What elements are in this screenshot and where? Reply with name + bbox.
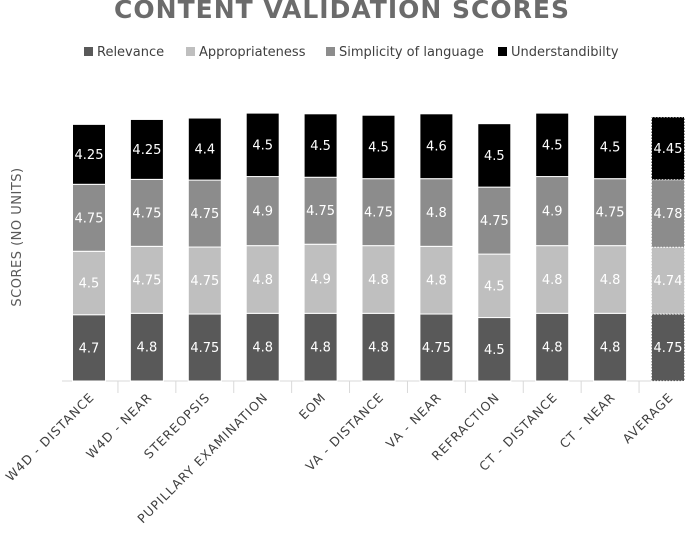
data-label: 4.6 [426, 140, 447, 155]
bar-segment [303, 312, 338, 382]
data-label: 4.75 [596, 206, 625, 221]
bar-segment [419, 178, 454, 247]
data-label: 4.75 [364, 206, 393, 221]
bar-segment [245, 312, 280, 382]
legend-swatch-0 [84, 47, 93, 56]
legend-label-2: Simplicity of language [339, 45, 484, 60]
data-label: 4.75 [190, 207, 219, 222]
bar-segment [477, 253, 512, 319]
bar-segment [651, 116, 685, 181]
bar-segment [129, 245, 164, 314]
data-label: 4.5 [484, 343, 505, 358]
bar-segment [72, 314, 106, 382]
bar-segment [477, 186, 512, 255]
data-label: 4.75 [132, 273, 161, 288]
legend: Relevance Appropriateness Simplicity of la… [84, 45, 619, 60]
data-label: 4.75 [190, 274, 219, 289]
data-label: 4.75 [306, 204, 335, 219]
bar-segment [593, 114, 628, 180]
x-tick-label: VA - NEAR [383, 390, 445, 452]
x-tick-label: EOM [296, 390, 329, 423]
bar-segment [187, 179, 222, 248]
bar-segment [129, 312, 164, 382]
data-label: 4.75 [654, 341, 683, 356]
bar-segment [361, 245, 396, 314]
bar-segment [303, 176, 338, 245]
y-axis-label: SCORES (NO UNITS) [10, 167, 25, 306]
bar-segment [477, 123, 512, 188]
data-label: 4.75 [480, 214, 509, 229]
data-label: 4.8 [600, 341, 621, 356]
data-label: 4.8 [542, 273, 563, 288]
data-label: 4.5 [79, 277, 100, 292]
data-label: 4.7 [79, 341, 100, 356]
data-label: 4.5 [484, 149, 505, 164]
x-tick-label: CT - NEAR [556, 390, 618, 452]
data-label: 4.8 [252, 341, 273, 356]
data-label: 4.4 [194, 143, 215, 158]
data-label: 4.25 [75, 148, 104, 163]
data-label: 4.8 [368, 341, 389, 356]
data-label: 4.8 [426, 274, 447, 289]
bar-segment [187, 313, 222, 382]
data-label: 4.5 [600, 140, 621, 155]
bar-segment [129, 118, 164, 180]
data-label: 4.25 [132, 143, 161, 158]
bar-segment [245, 112, 280, 178]
data-label: 4.5 [484, 279, 505, 294]
bar-segment [419, 245, 454, 315]
x-tick-label: AVERAGE [619, 390, 676, 447]
data-label: 4.8 [310, 341, 331, 356]
data-label: 4.75 [422, 341, 451, 356]
bar-segment [419, 113, 454, 180]
data-label: 4.5 [310, 139, 331, 154]
data-label: 4.75 [190, 341, 219, 356]
bar-segment [361, 114, 396, 180]
data-label: 4.8 [600, 273, 621, 288]
bar-segment [303, 243, 338, 314]
data-label: 4.9 [310, 272, 331, 287]
data-label: 4.5 [542, 138, 563, 153]
data-label: 4.8 [137, 341, 158, 356]
legend-label-0: Relevance [97, 45, 164, 60]
data-label: 4.9 [542, 205, 563, 220]
data-label: 4.78 [654, 207, 683, 222]
data-label: 4.75 [75, 211, 104, 226]
chart-title: CONTENT VALIDATION SCORES [114, 0, 570, 24]
bar-segment [245, 245, 280, 314]
bar-segment [535, 176, 570, 247]
data-label: 4.8 [252, 273, 273, 288]
bar-segment [72, 123, 106, 185]
bar-segment [187, 246, 222, 315]
bar-segment [129, 178, 164, 247]
legend-swatch-1 [186, 47, 195, 56]
bar-segment [187, 117, 222, 181]
bar-segment [477, 317, 512, 382]
bar-segment [72, 250, 106, 316]
bar-segment [593, 178, 628, 247]
data-label: 4.45 [654, 142, 683, 157]
bar-segment [361, 312, 396, 382]
legend-swatch-3 [498, 47, 507, 56]
bar-segment [245, 176, 280, 247]
legend-label-1: Appropriateness [199, 45, 306, 60]
data-label: 4.75 [132, 206, 161, 221]
data-label: 4.8 [426, 206, 447, 221]
data-label: 4.5 [368, 140, 389, 155]
data-labels: 4.7 4.5 4.75 4.25 4.8 4.75 4.75 4.25 4.75 4.75 4.7… [75, 138, 683, 357]
bar-segment [361, 178, 396, 247]
data-label: 4.9 [252, 205, 273, 220]
legend-label-3: Understandibilty [511, 45, 619, 60]
bar-segment [535, 112, 570, 178]
legend-swatch-2 [326, 47, 335, 56]
data-label: 4.8 [542, 341, 563, 356]
data-label: 4.8 [368, 273, 389, 288]
x-tick-label: W4D - DISTANCE [2, 390, 97, 485]
data-label: 4.5 [252, 138, 273, 153]
bar-segment [303, 113, 338, 178]
data-label: 4.74 [654, 274, 683, 289]
